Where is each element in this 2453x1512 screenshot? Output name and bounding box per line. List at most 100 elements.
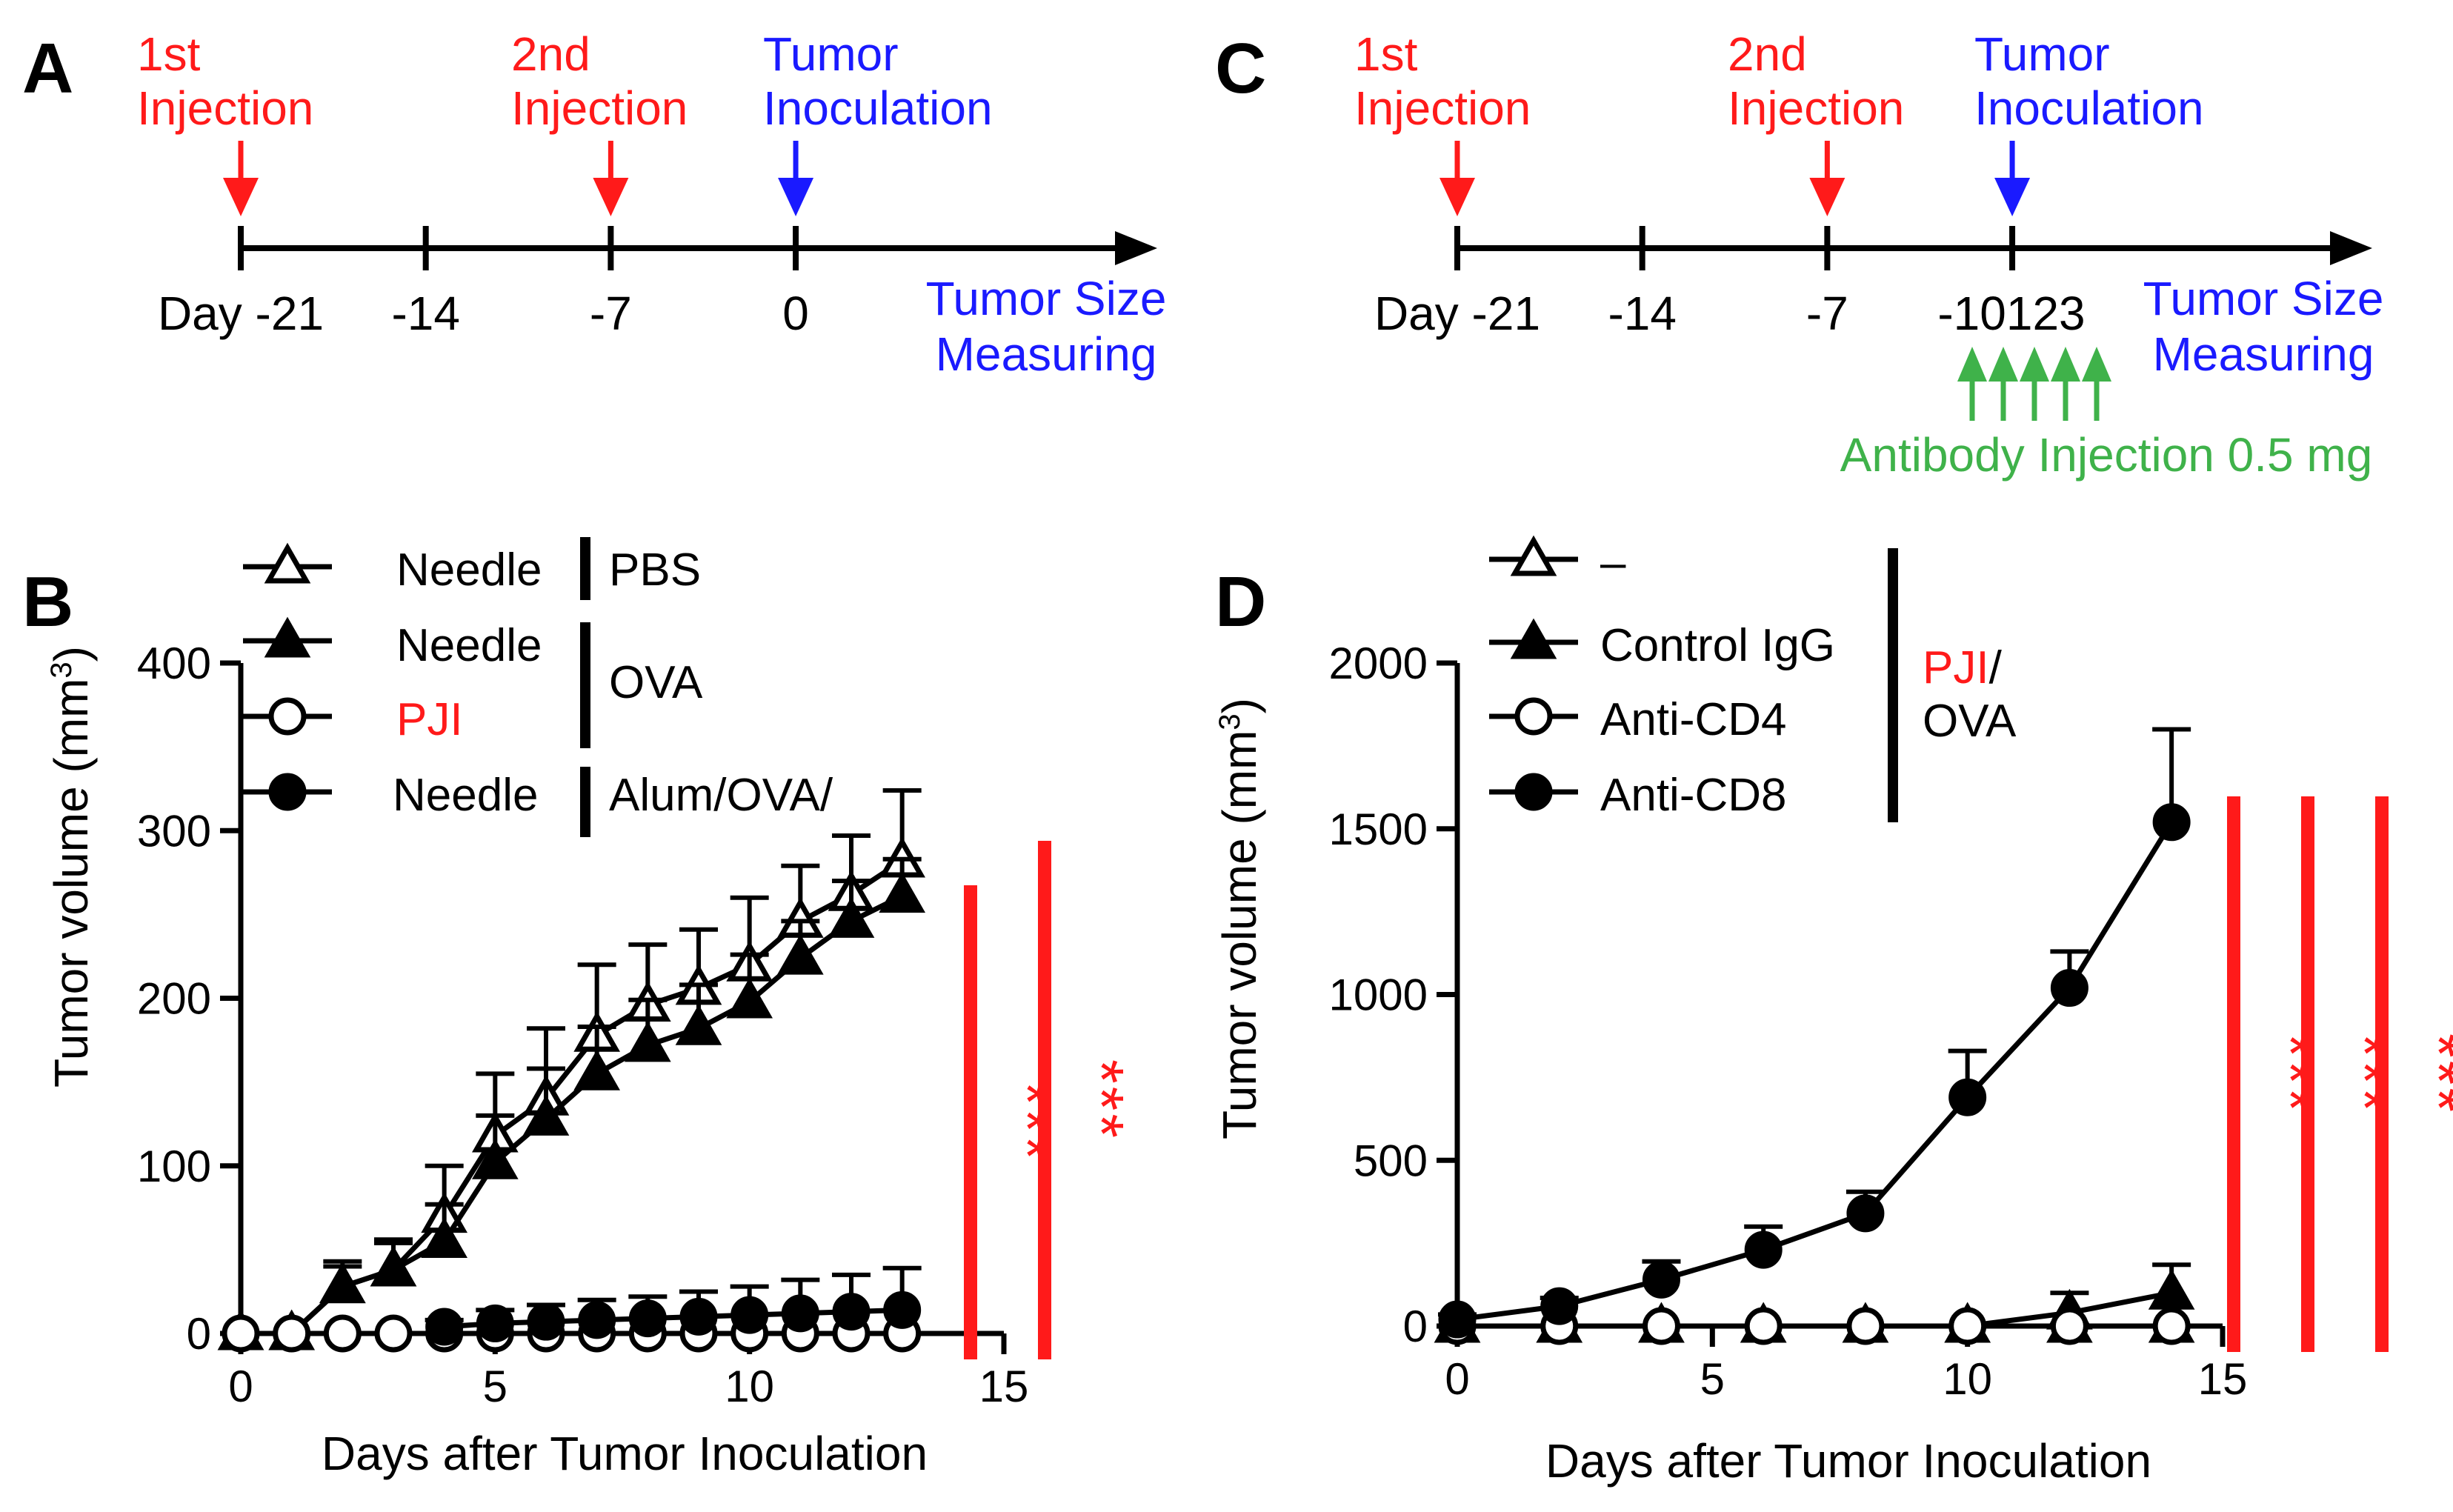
timeline-a-tick-label-2: -7 <box>590 287 632 340</box>
chart-b-legend-1-marker <box>264 616 311 658</box>
chart-b-series-3-point-6 <box>730 1296 769 1334</box>
chart-d-series-3-point-0 <box>1438 1300 1477 1339</box>
timeline-a-event-1-arrow-head <box>593 178 629 216</box>
chart-b-series-2-point-2 <box>323 1314 362 1353</box>
timeline-a-event-0-line1: 1st <box>137 27 201 81</box>
legend-d-entry-4: Anti-CD8 <box>1600 770 1787 821</box>
chart-b-series-2-point-3 <box>374 1314 413 1353</box>
chart-b-x-axis-label: Days after Tumor Inoculation <box>322 1427 928 1480</box>
legend-d-entry-1: – <box>1600 537 1626 588</box>
legend-b-group-ova: OVA <box>609 657 703 708</box>
timeline-a-event-0-arrow-head <box>223 178 259 216</box>
chart-b-ylabel-sup: 3 <box>45 662 78 678</box>
chart-b-series-3-line <box>444 1307 902 1330</box>
chart-b-y-tick-label-1: 100 <box>137 1142 211 1191</box>
chart-b-x-tick-label-1: 5 <box>483 1362 507 1411</box>
panel-a-timeline: A Day -21 -14 -7 01stInjection2ndInjectionT… <box>22 27 1166 381</box>
timeline-c-event-2-line2: Inoculation <box>1974 81 2204 135</box>
timeline-c-small-ticks: -10123 <box>1937 287 2085 340</box>
chart-d-series-2-point-7 <box>2152 1307 2191 1345</box>
chart-b-series-1-point-4 <box>421 1217 467 1259</box>
panel-c-label: C <box>1215 29 1266 108</box>
timeline-a-event-0-line2: Injection <box>137 81 313 135</box>
timeline-c-event-1-arrow-head <box>1809 178 1845 216</box>
timeline-a-event-1-line1: 2nd <box>511 27 590 81</box>
chart-b-series-3-point-8 <box>832 1293 871 1331</box>
chart-b-series-3-point-2 <box>527 1302 565 1341</box>
chart-b-ylabel-close: ) <box>44 646 98 662</box>
chart-d-series-2-point-5 <box>1948 1307 1987 1345</box>
chart-d-legend-0-marker <box>1510 535 1557 576</box>
antibody-arrow-2-head <box>2020 347 2049 382</box>
panel-b-label: B <box>22 562 73 642</box>
timeline-a-tick-label-3: 0 <box>782 287 809 340</box>
timeline-c-event-0-arrow-head <box>1439 178 1475 216</box>
chart-b-significance-label-0: *** <box>993 1082 1062 1163</box>
chart-b-series-2-point-0 <box>222 1314 260 1353</box>
timeline-a-arrowhead <box>1115 231 1157 265</box>
chart-d-legend-3-marker <box>1514 773 1553 811</box>
legend-b-group-pbs: PBS <box>609 544 701 596</box>
chart-b-legend-2-marker <box>268 697 307 736</box>
timeline-c-event-1-line2: Injection <box>1728 81 1904 135</box>
chart-d-ylabel-text: Tumor volume (mm <box>1213 730 1266 1139</box>
legend-b-entry-1: Needle <box>396 544 542 596</box>
chart-d-y-tick-label-1: 500 <box>1354 1136 1428 1185</box>
chart-b-series-2-point-1 <box>273 1314 311 1353</box>
chart-d-series-3-point-4 <box>1846 1194 1885 1233</box>
chart-b-series-3-point-9 <box>883 1290 922 1329</box>
chart-d-y-axis-label: Tumor volume (mm3) <box>1213 698 1266 1139</box>
chart-b-series-3-point-5 <box>679 1297 718 1336</box>
panel-d-label: D <box>1215 562 1266 642</box>
chart-d-ylabel-sup: 3 <box>1214 713 1246 730</box>
chart-d-series-2-point-3 <box>1744 1307 1783 1345</box>
chart-b-series-1-point-2 <box>319 1262 366 1304</box>
timeline-a-measuring-line2: Measuring <box>936 327 1157 381</box>
timeline-c-tick-label-2: -7 <box>1806 287 1848 340</box>
legend-d-entry-3: Anti-CD4 <box>1600 694 1787 745</box>
chart-b-series-1-point-10 <box>726 977 773 1019</box>
legend-d-group-slash: / <box>1989 642 2003 693</box>
chart-d-y-tick-label-4: 2000 <box>1329 639 1428 688</box>
chart-d-significance-label-1: *** <box>2330 1033 2400 1115</box>
legend-b-entry-4: Needle <box>393 770 538 821</box>
timeline-c-event-2-line1: Tumor <box>1974 27 2110 81</box>
timeline-c-arrowhead <box>2330 231 2372 265</box>
chart-b-series-1-point-8 <box>625 1021 671 1062</box>
panel-a-label: A <box>22 29 73 108</box>
chart-d-y-tick-label-3: 1500 <box>1329 805 1428 854</box>
timeline-a-measuring-line1: Tumor Size <box>926 272 1167 325</box>
chart-b-significance-label-1: *** <box>1067 1059 1136 1141</box>
legend-b-entry-3: PJI <box>396 694 463 745</box>
chart-b-y-tick-label-0: 0 <box>187 1309 211 1359</box>
chart-d-series-3-point-6 <box>2050 969 2088 1008</box>
chart-b-x-tick-label-3: 15 <box>979 1362 1029 1411</box>
chart-b-x-tick-label-0: 0 <box>228 1362 253 1411</box>
chart-b-ylabel-text: Tumor volume (mm <box>44 679 98 1088</box>
chart-d-series-3-point-5 <box>1948 1078 1987 1116</box>
chart-b-series-1-point-9 <box>675 1004 722 1045</box>
legend-d-entry-2: Control IgG <box>1600 620 1835 671</box>
chart-b-legend-3-marker <box>268 773 307 811</box>
chart-d-significance-label-0: *** <box>2256 1033 2326 1115</box>
chart-b-y-axis-label: Tumor volume (mm3) <box>44 646 98 1088</box>
timeline-a-tick-label-0: Day -21 <box>158 287 324 340</box>
panel-c-timeline: C -10123 Antibody Injection 0.5 mg Day -… <box>1215 27 2383 482</box>
legend-d-group-pji: PJI <box>1923 642 1989 693</box>
chart-d-series-3-point-3 <box>1744 1230 1783 1269</box>
chart-d-legend-1-marker <box>1510 618 1557 659</box>
timeline-c-tick-label-1: -14 <box>1608 287 1677 340</box>
chart-d-legend-2-marker <box>1514 697 1553 736</box>
timeline-a-event-2-arrow-head <box>778 178 814 216</box>
chart-d-y-tick-label-0: 0 <box>1403 1302 1428 1351</box>
timeline-a-event-2-line1: Tumor <box>763 27 899 81</box>
chart-b-y-tick-label-3: 300 <box>137 806 211 856</box>
chart-b-series-1-point-7 <box>573 1049 620 1090</box>
chart-d-series-3-line <box>1457 820 2174 1322</box>
timeline-c-measuring-line1: Tumor Size <box>2143 272 2384 325</box>
antibody-injection-label: Antibody Injection 0.5 mg <box>1840 428 2373 482</box>
chart-b-series-3-point-3 <box>578 1301 616 1339</box>
chart-b-series-1-point-12 <box>828 897 875 938</box>
antibody-arrow-4-head <box>2082 347 2111 382</box>
